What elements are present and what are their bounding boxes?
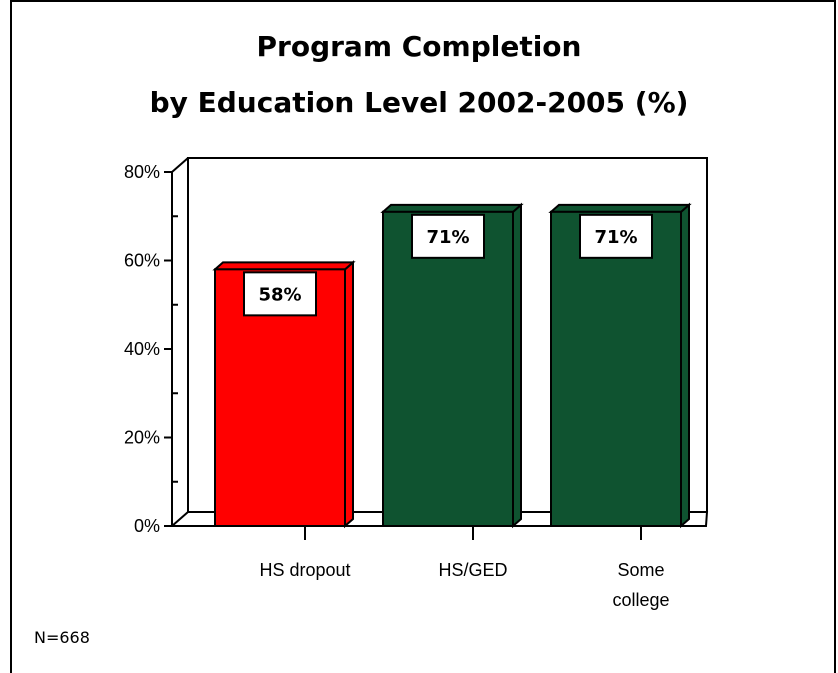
bar xyxy=(382,210,514,527)
x-tick-label: college xyxy=(612,590,669,610)
x-tick-label: HS dropout xyxy=(259,560,350,580)
bar-side xyxy=(680,202,690,529)
data-label: 58% xyxy=(258,284,301,305)
sample-size-note: N=668 xyxy=(34,628,90,647)
chart-title-line-1: Program Completion xyxy=(256,30,582,63)
chart-title-line-2: by Education Level 2002-2005 (%) xyxy=(149,86,689,119)
x-tick-label: HS/GED xyxy=(438,560,507,580)
data-label: 71% xyxy=(594,227,637,248)
plot-floor xyxy=(169,511,709,527)
y-tick-label: 0% xyxy=(134,516,160,536)
y-tick-label: 80% xyxy=(124,162,160,182)
y-tick-label: 40% xyxy=(124,339,160,359)
plot-side-edge xyxy=(171,157,189,173)
bar-top xyxy=(380,203,524,213)
bar-top xyxy=(548,203,692,213)
bar-side xyxy=(512,202,522,529)
data-label-box xyxy=(243,271,317,317)
y-tick-label: 60% xyxy=(124,251,160,271)
plot-back-wall xyxy=(187,157,708,512)
y-tick-label: 20% xyxy=(124,428,160,448)
bar xyxy=(550,210,682,527)
bar-top xyxy=(212,261,356,271)
data-label-box xyxy=(579,213,653,259)
x-tick-label: Some xyxy=(617,560,664,580)
data-label-box xyxy=(411,213,485,259)
data-label: 71% xyxy=(426,227,469,248)
bar-side xyxy=(344,260,354,529)
